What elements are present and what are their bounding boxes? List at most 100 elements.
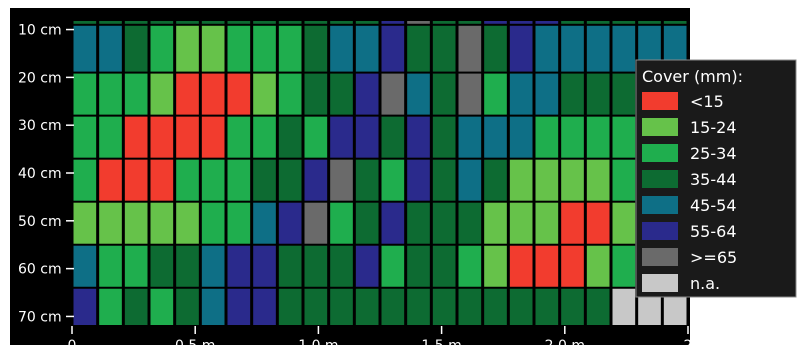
- heatmap-cell: [253, 25, 276, 72]
- heatmap-cell: [381, 21, 405, 24]
- legend-label: >=65: [690, 248, 737, 267]
- heatmap-cell: [278, 25, 302, 72]
- heatmap-cell: [253, 288, 276, 325]
- heatmap-cell: [484, 202, 507, 244]
- heatmap-cell: [253, 73, 276, 115]
- heatmap-cell: [150, 25, 174, 72]
- legend: Cover (mm): <15 15-24 25-34 35-44 45-54 55-64…: [635, 59, 797, 298]
- heatmap-cell: [612, 288, 636, 325]
- legend-swatch: [642, 274, 678, 292]
- heatmap-cell: [73, 245, 97, 287]
- heatmap-cell: [355, 25, 379, 72]
- heatmap-cell: [99, 245, 122, 287]
- heatmap-cell: [458, 288, 482, 325]
- heatmap-cell: [176, 25, 199, 72]
- heatmap-cell: [535, 288, 559, 325]
- heatmap-cell: [253, 116, 276, 158]
- y-tick-label: 60 cm: [18, 262, 62, 278]
- heatmap-cell: [355, 159, 379, 201]
- heatmap-cell: [561, 21, 584, 24]
- heatmap-cell: [612, 116, 636, 158]
- heatmap-cell: [407, 159, 430, 201]
- x-tick-label: 1.0 m: [298, 338, 338, 347]
- heatmap-cell: [432, 245, 456, 287]
- heatmap-cell: [535, 159, 559, 201]
- heatmap-cell: [484, 159, 507, 201]
- heatmap-cell: [278, 116, 302, 158]
- heatmap-cell: [201, 116, 225, 158]
- heatmap-cell: [176, 21, 199, 24]
- heatmap-cell: [663, 21, 687, 24]
- heatmap-cell: [407, 245, 430, 287]
- heatmap-cell: [73, 116, 97, 158]
- legend-label: 45-54: [690, 196, 737, 215]
- heatmap-cell: [407, 202, 430, 244]
- heatmap-cell: [381, 288, 405, 325]
- heatmap-cell: [150, 202, 174, 244]
- heatmap-cell: [535, 116, 559, 158]
- heatmap-cell: [458, 25, 482, 72]
- heatmap-cell: [124, 288, 148, 325]
- heatmap-cell: [381, 202, 405, 244]
- heatmap-cell: [227, 202, 251, 244]
- heatmap-cell: [330, 288, 353, 325]
- heatmap-cell: [124, 116, 148, 158]
- heatmap-cell: [124, 25, 148, 72]
- heatmap-cell: [150, 159, 174, 201]
- heatmap-cell: [278, 159, 302, 201]
- heatmap-cell: [278, 202, 302, 244]
- y-tick-label: 10 cm: [18, 23, 62, 39]
- heatmap-cell: [253, 21, 276, 24]
- heatmap-cell: [227, 159, 251, 201]
- heatmap-cell: [278, 245, 302, 287]
- heatmap-cell: [432, 288, 456, 325]
- heatmap-cell: [176, 116, 199, 158]
- heatmap-cell: [586, 159, 610, 201]
- heatmap-cell: [458, 159, 482, 201]
- heatmap-cell: [561, 288, 584, 325]
- heatmap-cell: [535, 21, 559, 24]
- heatmap-cell: [586, 73, 610, 115]
- heatmap-cell: [304, 25, 328, 72]
- heatmap-cell: [227, 288, 251, 325]
- y-axis: 10 cm 20 cm 30 cm 40 cm 50 cm 60 cm 70 cm: [18, 23, 74, 325]
- heatmap-cell: [612, 202, 636, 244]
- heatmap-cell: [458, 202, 482, 244]
- heatmap-cell: [432, 202, 456, 244]
- heatmap-cell: [381, 116, 405, 158]
- heatmap-cell: [330, 25, 353, 72]
- heatmap-cell: [509, 202, 533, 244]
- heatmap-cell: [304, 116, 328, 158]
- heatmap-cell: [330, 159, 353, 201]
- heatmap-cell: [432, 25, 456, 72]
- heatmap-cell: [407, 73, 430, 115]
- heatmap-cell: [561, 245, 584, 287]
- heatmap-cell: [407, 25, 430, 72]
- legend-title: Cover (mm):: [642, 67, 743, 86]
- heatmap-cell: [638, 288, 661, 325]
- heatmap-cell: [99, 288, 122, 325]
- heatmap-cell: [561, 25, 584, 72]
- heatmap-cell: [407, 288, 430, 325]
- heatmap-cell: [355, 202, 379, 244]
- heatmap-cell: [330, 21, 353, 24]
- heatmap-cell: [99, 25, 122, 72]
- heatmap-cell: [509, 159, 533, 201]
- heatmap-cell: [355, 116, 379, 158]
- heatmap-cell: [509, 116, 533, 158]
- heatmap-cell: [612, 25, 636, 72]
- y-tick-label: 40 cm: [18, 166, 62, 182]
- heatmap-cell: [253, 159, 276, 201]
- heatmap-cell: [124, 73, 148, 115]
- legend-label: 25-34: [690, 144, 737, 163]
- heatmap-cell: [381, 245, 405, 287]
- legend-swatch: [642, 144, 678, 162]
- heatmap-cell: [201, 25, 225, 72]
- x-tick-label: 2: [684, 338, 693, 347]
- heatmap-cell: [561, 116, 584, 158]
- heatmap-cell: [99, 202, 122, 244]
- heatmap-cell: [304, 21, 328, 24]
- heatmap-cell: [612, 21, 636, 24]
- y-tick-label: 20 cm: [18, 70, 62, 86]
